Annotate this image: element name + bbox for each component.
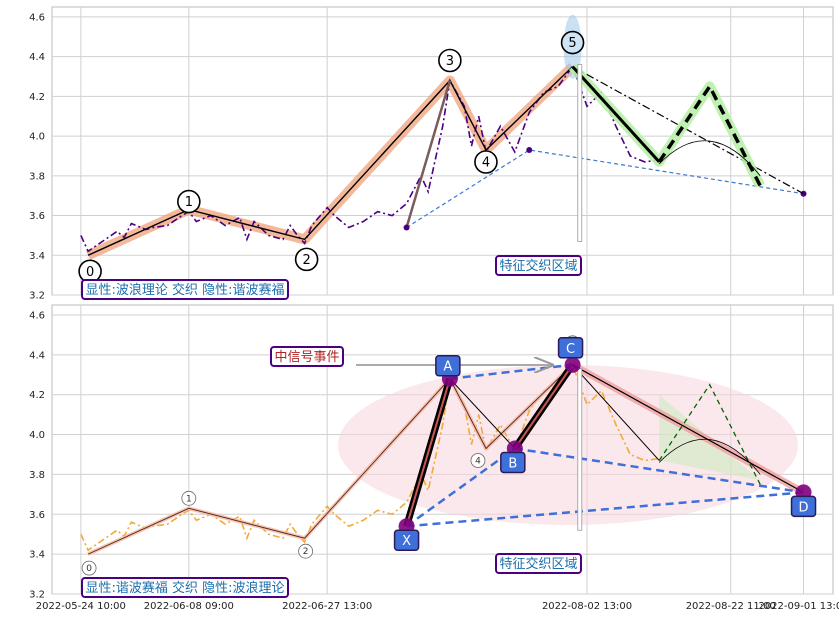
y-tick-label: 3.6 xyxy=(29,211,45,222)
support-point xyxy=(800,190,807,197)
wave-label: 4 xyxy=(482,156,490,171)
harmonic-ab xyxy=(449,378,516,449)
wave-label-circle xyxy=(560,30,585,55)
wave-label: 2 xyxy=(302,253,310,268)
bottom-zone-label: 特征交织区域 xyxy=(499,556,577,572)
wave-label: 0 xyxy=(86,265,94,280)
small-wave-circle xyxy=(181,490,197,506)
bottom-wave-line xyxy=(87,364,573,555)
y-tick-label: 3.2 xyxy=(29,590,45,601)
harmonic-bd xyxy=(514,447,804,494)
y-tick-label: 4.4 xyxy=(29,350,45,361)
wave-label-circle xyxy=(438,48,462,73)
y-tick-label: 4.6 xyxy=(29,12,45,23)
harmonic-label: A xyxy=(443,360,452,375)
support-point xyxy=(526,147,533,154)
harmonic-label: C xyxy=(566,342,575,357)
wave-label: 5 xyxy=(568,36,576,51)
y-tick-label: 4.0 xyxy=(29,132,45,143)
y-tick-label: 4.2 xyxy=(29,390,45,401)
y-tick-label: 3.2 xyxy=(29,291,45,302)
small-wave-circle xyxy=(81,560,97,576)
zone-marker xyxy=(577,64,583,242)
x-tick-label: 2022-08-22 11:00 xyxy=(686,601,776,612)
top-zone-label: 特征交织区域 xyxy=(499,258,577,274)
wave-label: 1 xyxy=(185,195,193,210)
y-tick-label: 4.2 xyxy=(29,92,45,103)
support-point xyxy=(403,224,410,231)
bottom-caption-box xyxy=(81,577,289,598)
harmonic-label: D xyxy=(799,500,809,515)
harmonic-point xyxy=(564,356,581,373)
harmonic-label-box xyxy=(557,337,584,359)
top-caption-box xyxy=(81,279,289,300)
harmonic-xa-inner xyxy=(405,378,451,527)
y-tick-label: 3.4 xyxy=(29,251,45,262)
y-tick-label: 3.4 xyxy=(29,550,45,561)
top-panel-frame xyxy=(51,6,834,296)
small-wave-label: 0 xyxy=(86,564,92,574)
bottom-caption: 显性:谐波赛福 交织 隐性:波浪理论 xyxy=(85,580,284,596)
bottom-zone-marker xyxy=(577,368,583,531)
y-tick-label: 3.6 xyxy=(29,510,45,521)
pattern-ellipse xyxy=(338,365,798,525)
harmonic-label-box xyxy=(393,529,420,551)
x-tick-label: 2022-06-08 09:00 xyxy=(144,601,234,612)
signal-label: 中信号事件 xyxy=(274,350,339,365)
resistance-line xyxy=(572,66,804,195)
y-tick-label: 4.6 xyxy=(29,310,45,321)
harmonic-xd xyxy=(406,491,804,528)
x-tick-label: 2022-08-02 13:00 xyxy=(542,601,632,612)
wave-label-circle xyxy=(474,150,498,174)
wave-label-circle xyxy=(177,189,201,214)
bottom-projection-solid xyxy=(572,364,660,461)
harmonic-bc-inner xyxy=(514,364,574,450)
small-wave-label: 4 xyxy=(475,457,481,467)
x-tick-label: 2022-09-01 13:00 xyxy=(758,601,839,612)
harmonic-xb xyxy=(405,447,516,528)
projection-dashed xyxy=(657,82,762,187)
y-tick-label: 3.8 xyxy=(29,470,45,481)
harmonic-label-box xyxy=(500,451,526,474)
harmonic-label-box xyxy=(435,354,461,377)
harmonic-label: X xyxy=(402,534,411,549)
small-wave-circle xyxy=(470,453,486,468)
bottom-projection xyxy=(658,383,761,485)
wave-label: 3 xyxy=(446,54,454,69)
projection-triangle xyxy=(659,394,761,481)
support-line xyxy=(406,149,804,229)
top-caption: 显性:波浪理论 交织 隐性:谐波赛福 xyxy=(85,282,284,298)
wave-label-circle xyxy=(294,247,319,272)
x-tick-label: 2022-05-24 10:00 xyxy=(36,601,126,612)
price-series-top xyxy=(80,64,660,253)
bottom-zone-label-box xyxy=(495,553,582,574)
x-tick-label: 2022-06-27 13:00 xyxy=(282,601,372,612)
y-tick-label: 4.4 xyxy=(29,52,45,63)
small-wave-label: 2 xyxy=(303,547,309,557)
small-wave-circle xyxy=(298,543,314,559)
y-tick-label: 4.0 xyxy=(29,430,45,441)
bottom-arc xyxy=(658,438,761,475)
wave-line xyxy=(87,66,574,256)
harmonic-label: B xyxy=(508,457,517,472)
small-wave-label: 1 xyxy=(186,494,192,504)
wave-sub-line xyxy=(405,80,452,228)
signal-label-box xyxy=(270,346,344,367)
harmonic-ac xyxy=(449,363,573,380)
harmonic-cd xyxy=(572,364,804,493)
harmonic-label-box xyxy=(790,495,817,518)
top-zone-label-box xyxy=(495,255,582,276)
y-tick-label: 3.8 xyxy=(29,171,45,182)
projection-solid xyxy=(571,65,661,163)
projection-arc xyxy=(658,140,761,177)
